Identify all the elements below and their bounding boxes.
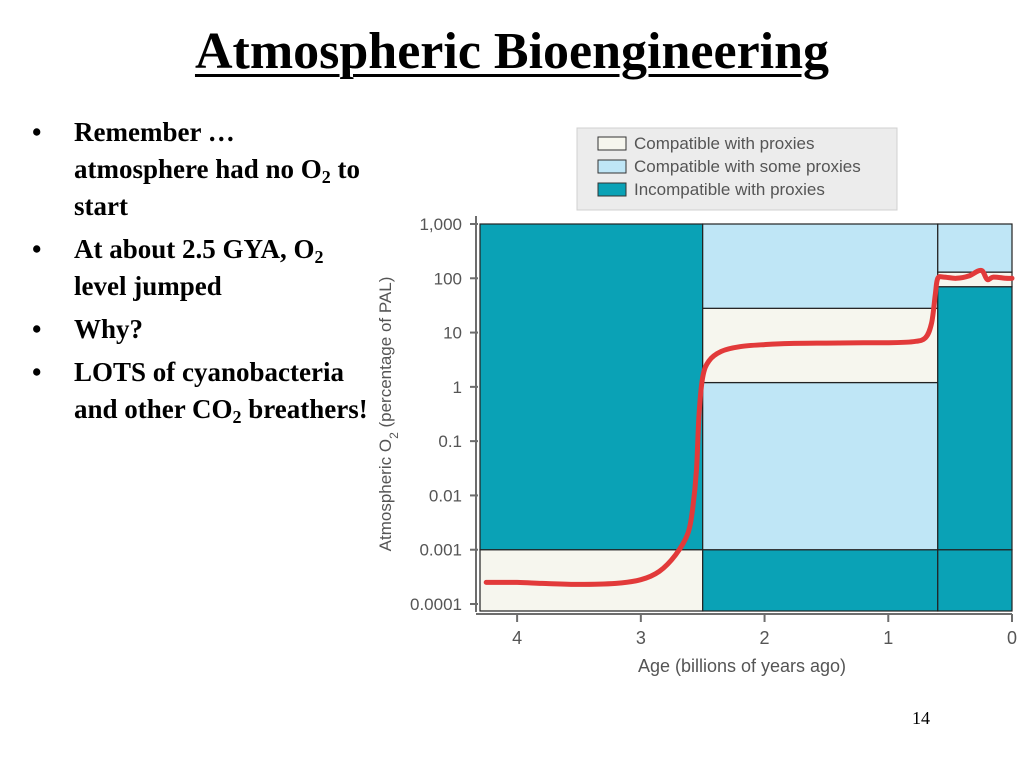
region-incompatible <box>937 286 1013 551</box>
bullet-dot: • <box>32 117 42 147</box>
legend-label-some: Compatible with some proxies <box>634 157 861 176</box>
region-incompatible <box>479 223 704 551</box>
legend-swatch-some <box>597 159 627 174</box>
bullet-item: • LOTS of cyanobacteria and other CO2 bre… <box>28 354 368 428</box>
region-incompatible <box>937 549 1013 612</box>
x-tick-label: 3 <box>636 628 646 648</box>
x-tick-label: 4 <box>512 628 522 648</box>
y-tick-label: 0.001 <box>419 541 462 560</box>
y-tick-label: 1 <box>453 378 462 397</box>
bullet-dot: • <box>32 314 42 344</box>
y-tick-label: 0.0001 <box>410 595 462 614</box>
bullet-text: Why? <box>74 314 144 344</box>
bullet-text: breathers! <box>241 394 368 424</box>
legend-label-incompatible: Incompatible with proxies <box>634 180 825 199</box>
bullet-dot: • <box>32 357 42 387</box>
y-tick-label: 0.01 <box>429 486 462 505</box>
subscript: 2 <box>232 407 242 427</box>
region-some <box>702 381 939 551</box>
y-axis-title-subscript: 2 <box>387 432 401 439</box>
slide-title: Atmospheric Bioengineering <box>194 23 830 80</box>
subscript: 2 <box>321 167 331 187</box>
x-tick-label: 1 <box>883 628 893 648</box>
bullet-text: At about 2.5 GYA, O <box>74 234 315 264</box>
region-some <box>937 223 1013 273</box>
bullet-dot: • <box>32 234 42 264</box>
region-incompatible <box>702 549 939 612</box>
legend-box <box>576 127 898 211</box>
y-axis-title-part: (percentage of PAL) <box>376 277 395 433</box>
bullet-item: • Remember … atmosphere had no O2 to star… <box>28 114 368 225</box>
legend-swatch-compatible <box>597 136 627 151</box>
subscript: 2 <box>314 247 324 267</box>
y-tick-label: 1,000 <box>419 215 462 234</box>
x-tick-label: 0 <box>1007 628 1017 648</box>
y-axis-title-part: Atmospheric O <box>376 439 395 551</box>
bullet-item: • At about 2.5 GYA, O2 level jumped <box>28 231 368 305</box>
bullet-text: Remember … atmosphere had no O <box>74 117 322 184</box>
y-tick-label: 0.1 <box>438 432 462 451</box>
legend-swatch-incompatible <box>597 182 627 197</box>
o2-curve-line <box>483 267 1015 587</box>
bullet-item: • Why? <box>28 311 368 348</box>
x-tick-label: 2 <box>760 628 770 648</box>
y-tick-label: 10 <box>443 324 462 343</box>
bullet-list: • Remember … atmosphere had no O2 to star… <box>28 114 368 434</box>
bullet-text: LOTS of cyanobacteria and other CO <box>74 357 344 424</box>
legend-label-compatible: Compatible with proxies <box>634 134 814 153</box>
x-axis-title: Age (billions of years ago) <box>638 656 846 676</box>
page-number: 14 <box>912 708 930 728</box>
bullet-text: level jumped <box>74 271 222 301</box>
o2-history-chart: Compatible with proxies Compatible with s… <box>376 127 1017 676</box>
region-some <box>702 223 939 309</box>
y-tick-label: 100 <box>434 269 462 288</box>
y-axis-title: Atmospheric O2 (percentage of PAL) <box>376 277 401 552</box>
bullet-text: to start <box>74 154 361 221</box>
